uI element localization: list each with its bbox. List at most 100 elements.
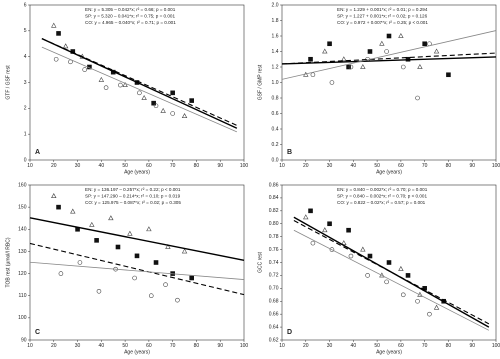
x-tick-label: 100	[240, 163, 249, 169]
y-tick-label: 3	[24, 80, 27, 86]
regression-line	[293, 229, 490, 331]
point	[98, 76, 105, 82]
point	[108, 215, 114, 221]
point	[148, 293, 154, 299]
x-tick-label: 40	[351, 343, 357, 349]
point	[327, 221, 332, 227]
point	[51, 22, 57, 28]
regression-line	[29, 261, 245, 280]
point	[151, 100, 156, 106]
y-tick-label: 1.2	[272, 64, 279, 70]
point	[53, 56, 59, 62]
regression-equation: SP: y = 0.840 – 0.002*x; r² = 0.70; p < …	[337, 194, 427, 199]
y-tick-label: 0.72	[269, 273, 279, 279]
point	[308, 56, 313, 62]
point	[160, 107, 166, 113]
y-tick-label: 0.86	[269, 182, 279, 188]
regression-equation: EN: y = 1.229 + 0.001*x; r² = 0.01; p = …	[337, 7, 428, 12]
x-tick-label: 100	[492, 343, 500, 349]
point	[367, 49, 373, 54]
y-tick-label: 0.78	[269, 234, 279, 240]
y-tick-label: 0.66	[269, 311, 279, 317]
point	[153, 260, 159, 265]
x-tick-label: 20	[51, 163, 57, 169]
point	[56, 31, 61, 36]
point	[170, 111, 175, 116]
y-tick-label: 0.6	[272, 111, 279, 117]
point	[400, 64, 406, 70]
point	[384, 49, 389, 54]
point	[346, 227, 351, 233]
panel-label: D	[287, 329, 292, 336]
regression-equation: CO: y = 0.822 – 0.02*x; r² = 0.57; p = 0…	[337, 200, 426, 205]
point	[329, 247, 335, 252]
point	[348, 64, 354, 70]
point	[77, 260, 83, 265]
point	[341, 56, 347, 62]
point	[322, 48, 328, 54]
point	[96, 288, 102, 294]
point	[422, 41, 427, 47]
point	[417, 63, 423, 69]
panel: 10 20 30 40 50 60 70 80 90 100 0 1 2 3 4 5 6 Age (years) G…	[5, 2, 248, 175]
x-tick-label: 50	[374, 343, 380, 349]
point	[303, 214, 309, 220]
y-axis-label: GCC rest	[257, 251, 263, 272]
x-tick-label: 30	[327, 343, 333, 349]
point	[386, 260, 392, 265]
y-tick-label: 0.64	[269, 324, 279, 330]
regression-line	[281, 56, 497, 65]
x-tick-label: 10	[279, 343, 285, 349]
y-tick-label: 120	[18, 271, 27, 277]
x-tick-label: 100	[492, 163, 500, 169]
x-tick-label: 50	[374, 163, 380, 169]
x-tick-label: 60	[398, 163, 404, 169]
point	[308, 208, 313, 214]
x-tick-label: 60	[146, 343, 152, 349]
y-tick-label: 0.84	[269, 195, 279, 201]
x-tick-label: 40	[99, 163, 105, 169]
y-tick-label: 4	[24, 54, 27, 60]
x-tick-label: 90	[469, 343, 475, 349]
regression-equation: CO: y = 0.972 + 0.007*x; r² = 0.25; p < …	[337, 20, 428, 25]
x-tick-label: 10	[279, 163, 285, 169]
point	[310, 240, 316, 246]
point	[153, 103, 159, 109]
point	[367, 253, 373, 259]
point	[56, 204, 61, 210]
regression-line	[281, 52, 497, 65]
regression-equation: CO: y = 125.975 – 0.087*x; r² = 0.02; p …	[85, 200, 181, 205]
x-tick-label: 40	[99, 343, 105, 349]
plot-frame	[29, 184, 245, 341]
point	[400, 292, 406, 298]
y-axis-label: GSF / GMP rest	[257, 64, 263, 100]
point	[122, 82, 128, 87]
x-tick-label: 70	[422, 343, 428, 349]
regression-equation: EN: y = 5.305 – 0.042*x; r² = 0.66; p = …	[85, 7, 176, 12]
point	[51, 193, 57, 198]
x-tick-label: 40	[351, 163, 357, 169]
y-tick-label: 130	[18, 249, 27, 255]
y-tick-label: 1.4	[272, 49, 279, 55]
y-tick-label: 0.74	[269, 260, 279, 266]
point	[170, 90, 175, 96]
point	[163, 282, 168, 287]
y-tick-label: 0.4	[272, 126, 279, 132]
point	[329, 80, 335, 85]
y-tick-label: 0.80	[269, 221, 279, 227]
point	[348, 253, 354, 259]
point	[146, 226, 152, 232]
regression-equation: SP: y = 5.320 – 0.041*x; r² = 0.75; p = …	[85, 14, 175, 19]
x-axis-label: Age (years)	[124, 169, 150, 175]
point	[82, 67, 87, 72]
x-axis-label: Age (years)	[124, 349, 150, 355]
y-axis-label: TOB rest (µmol/l RBC)	[5, 237, 11, 287]
point	[415, 95, 420, 101]
point	[386, 33, 392, 39]
regression-line	[293, 220, 490, 325]
x-tick-label: 20	[303, 343, 309, 349]
point	[379, 40, 385, 46]
point	[327, 41, 332, 47]
regression-equation: EN: y = 136.197 – 0.257*x; r² = 0.22; p …	[85, 187, 181, 192]
point	[384, 279, 389, 285]
